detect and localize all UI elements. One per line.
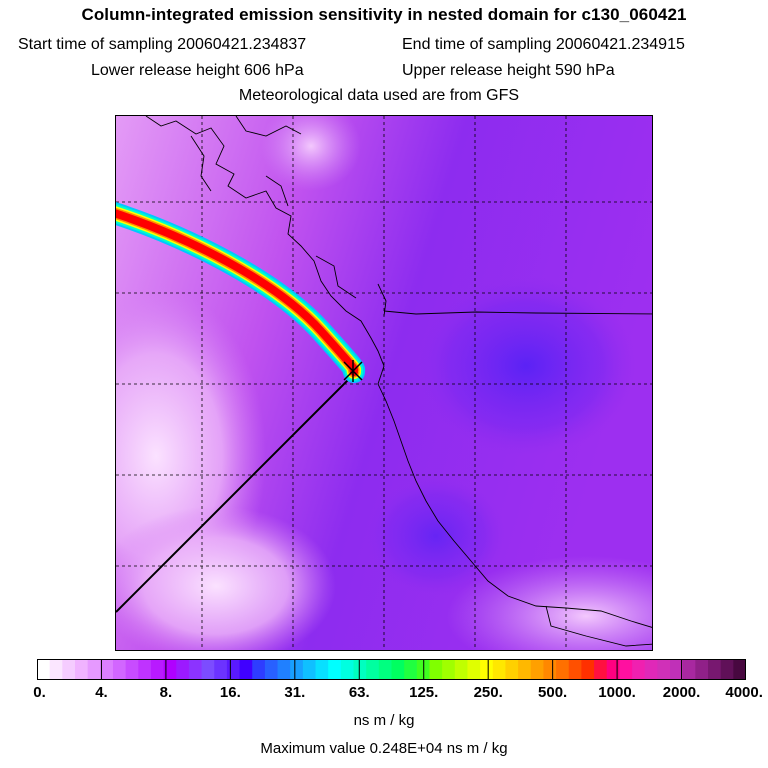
- colorbar-cell: [340, 659, 355, 680]
- colorbar-cell: [214, 659, 228, 680]
- colorbar-cell: [74, 659, 89, 680]
- colorbar-cell: [442, 659, 456, 680]
- end-time-label: End time of sampling 20060421.234915: [402, 36, 685, 53]
- colorbar-cell: [201, 659, 215, 680]
- colorbar-cell: [239, 659, 253, 680]
- colorbar-cell: [150, 659, 165, 680]
- graticule: [116, 116, 652, 650]
- met-data-label: Meteorological data used are from GFS: [238, 87, 520, 104]
- sensitivity-map: [115, 115, 653, 651]
- colorbar-cell: [467, 659, 481, 680]
- low-sensitivity-region-southeast: [446, 556, 652, 650]
- colorbar-cell: [644, 659, 658, 680]
- colorbar-cell: [378, 659, 393, 680]
- colorbar-cell: [176, 659, 190, 680]
- colorbar-tick-label: 0.: [33, 684, 46, 701]
- colorbar-cell: [492, 659, 507, 680]
- colorbar-cell: [112, 659, 127, 680]
- colorbar-cell: [733, 659, 746, 680]
- colorbar-tick-label: 500.: [538, 684, 568, 701]
- colorbar-cell: [290, 659, 304, 680]
- colorbar-cell: [695, 659, 709, 680]
- colorbar-cell: [429, 659, 443, 680]
- colorbar-cell: [670, 659, 684, 680]
- colorbar-cell: [518, 659, 532, 680]
- colorbar-cell: [328, 659, 342, 680]
- colorbar-cell: [366, 659, 380, 680]
- colorbar-cell: [720, 659, 734, 680]
- colorbar-tick-labels: 0. 4. 8. 16. 31. 63. 125. 250. 500. 1000. 2000. 400…: [0, 684, 768, 704]
- colorbar-units: ns m / kg: [353, 712, 415, 729]
- colorbar-cell: [606, 659, 620, 680]
- colorbar-cell: [530, 659, 545, 680]
- colorbar: [37, 659, 746, 680]
- plot-title: Column-integrated emission sensitivity i…: [81, 5, 687, 24]
- start-time-label: Start time of sampling 20060421.234837: [18, 36, 307, 53]
- colorbar-cell: [556, 659, 570, 680]
- colorbar-cell: [62, 659, 76, 680]
- upper-release-label: Upper release height 590 hPa: [402, 62, 615, 79]
- colorbar-tick-label: 250.: [473, 684, 503, 701]
- release-track: [116, 371, 357, 613]
- colorbar-cell: [353, 659, 367, 680]
- lower-release-label: Lower release height 606 hPa: [91, 62, 304, 79]
- colorbar-tick-label: 8.: [159, 684, 173, 701]
- colorbar-cell: [264, 659, 279, 680]
- colorbar-cell: [619, 659, 633, 680]
- low-sensitivity-region-southwest: [116, 506, 336, 650]
- colorbar-cell: [657, 659, 671, 680]
- colorbar-cell: [480, 659, 494, 680]
- colorbar-tick-label: 125.: [409, 684, 439, 701]
- colorbar-cell: [404, 659, 418, 680]
- colorbar-cell: [188, 659, 203, 680]
- low-sensitivity-region-north: [261, 116, 361, 191]
- colorbar-cell: [708, 659, 722, 680]
- release-point-cross-icon: [343, 360, 363, 382]
- colorbar-tick-label: 2000.: [662, 684, 701, 701]
- high-sensitivity-region-east: [416, 276, 636, 456]
- colorbar-tick-label: 4.: [95, 684, 108, 701]
- colorbar-cell: [49, 659, 63, 680]
- coastlines: [145, 116, 652, 647]
- colorbar-cell: [100, 659, 114, 680]
- colorbar-cell: [125, 659, 139, 680]
- colorbar-cell: [682, 659, 696, 680]
- colorbar-tick-label: 1000.: [598, 684, 636, 701]
- colorbar-cell: [87, 659, 101, 680]
- colorbar-cell: [568, 659, 583, 680]
- colorbar-cell: [277, 659, 291, 680]
- colorbar-cell: [632, 659, 646, 680]
- colorbar-cell: [163, 659, 177, 680]
- colorbar-tick-label: 4000.: [725, 684, 763, 701]
- colorbar-cell: [315, 659, 329, 680]
- colorbar-cell: [138, 659, 152, 680]
- colorbar-tick-label: 31.: [284, 684, 306, 701]
- colorbar-cell: [594, 659, 608, 680]
- colorbar-cell: [505, 659, 519, 680]
- colorbar-tick-label: 16.: [219, 684, 241, 701]
- colorbar-cell: [302, 659, 317, 680]
- map-canvas: [116, 116, 652, 650]
- colorbar-cell: [581, 659, 595, 680]
- colorbar-cell: [226, 659, 241, 680]
- colorbar-cell: [543, 659, 557, 680]
- colorbar-cell: [454, 659, 469, 680]
- colorbar-cell: [37, 659, 51, 680]
- colorbar-cell: [391, 659, 405, 680]
- colorbar-cell: [252, 659, 266, 680]
- colorbar-tick-label: 63.: [348, 684, 370, 701]
- maximum-value-label: Maximum value 0.248E+04 ns m / kg: [260, 740, 508, 757]
